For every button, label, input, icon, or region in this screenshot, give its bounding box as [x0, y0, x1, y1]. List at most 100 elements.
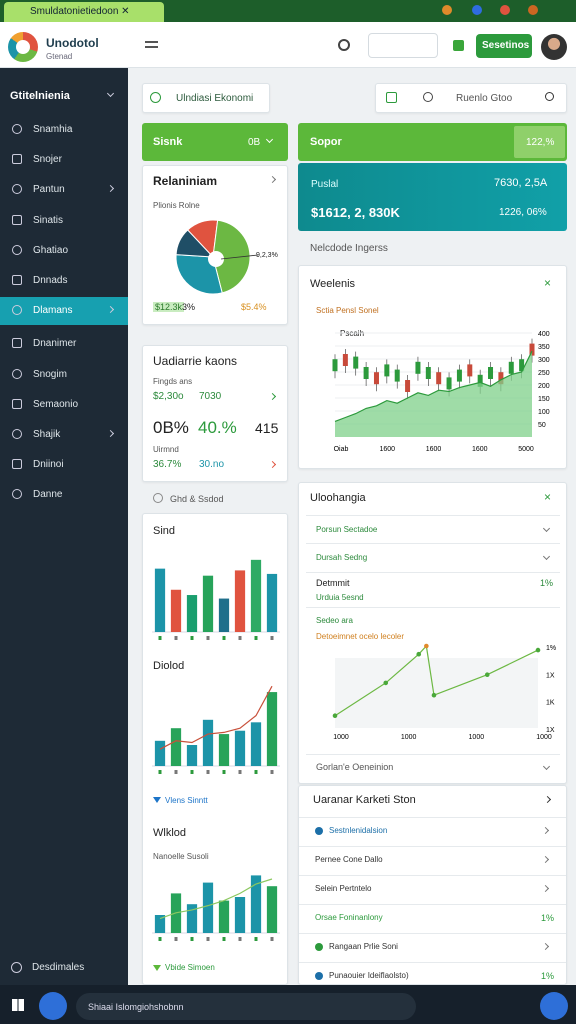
candle [529, 343, 535, 356]
nav-icon [12, 154, 22, 165]
y-tick-label: 1X [546, 727, 555, 734]
close-icon[interactable]: × [544, 490, 552, 504]
section-label: Nelcdode Ingerss [310, 243, 388, 254]
nav-item[interactable]: Dlamans [33, 305, 73, 317]
nav-item[interactable]: Snogim [33, 368, 67, 380]
bar [202, 575, 214, 632]
ext-icon[interactable] [472, 5, 482, 15]
header-chip[interactable] [514, 126, 565, 158]
tick-stub [190, 937, 194, 941]
line-card [298, 482, 567, 784]
stats-value: 30.no [199, 459, 225, 470]
collapse-icon[interactable] [106, 89, 115, 98]
primary-button[interactable] [476, 34, 532, 58]
row-chevron[interactable] [541, 826, 550, 835]
search-placeholder: Ruenlo Gtoo [456, 93, 513, 104]
legend-marker [153, 797, 161, 803]
menu-icon[interactable] [145, 41, 158, 43]
nav-icon [12, 368, 22, 379]
nav-icon [12, 275, 22, 285]
start-button[interactable] [12, 999, 24, 1011]
avatar[interactable] [541, 34, 567, 60]
divider [306, 543, 560, 544]
ext-icon[interactable] [528, 5, 538, 15]
refresh-icon[interactable] [338, 39, 350, 51]
nav-item[interactable]: Dniinoi [33, 459, 64, 471]
pie-hole [208, 251, 224, 267]
left-header [142, 123, 288, 161]
nav-item[interactable]: Semaonio [33, 398, 79, 410]
trend-line [159, 685, 273, 750]
nav-item[interactable]: Dnnads [33, 275, 68, 286]
tray-button[interactable] [540, 992, 568, 1020]
teal-card [298, 163, 567, 231]
line-row[interactable]: Porsun Sectadoe [316, 525, 378, 534]
taskbar-search[interactable] [76, 993, 416, 1020]
tool-group[interactable] [368, 33, 438, 58]
detail-sub: Urduia 5esnd [316, 593, 364, 602]
list-row[interactable]: Selein Pertntelo [315, 884, 372, 893]
chart-title: Diolod [153, 660, 185, 672]
filter-icon[interactable] [386, 92, 397, 103]
stats-value: $2,30o [153, 391, 184, 402]
list-row[interactable]: Sestnlenidalsion [329, 826, 388, 835]
line-row[interactable]: Dursah Sedng [316, 553, 368, 562]
point [332, 713, 338, 718]
chart-title: Sedeo ara [316, 616, 353, 625]
ext-icon[interactable] [500, 5, 510, 15]
bar [234, 897, 246, 933]
chart-subtitle: Nanoelle Susoli [153, 852, 209, 861]
bar [266, 886, 278, 933]
stats-big: 40.% [198, 418, 237, 437]
tick-stub [158, 636, 162, 640]
tick-stub [270, 937, 274, 941]
list-row[interactable]: Pernee Cone Dallo [315, 855, 383, 864]
row-chevron[interactable] [541, 855, 550, 864]
tick-stub [270, 770, 274, 774]
nav-item[interactable]: Ghatiao [33, 244, 69, 256]
search-icon[interactable] [545, 92, 554, 101]
status-icon[interactable] [453, 40, 464, 51]
row-chevron[interactable] [541, 884, 550, 893]
nav-item[interactable]: Pantun [33, 184, 65, 196]
bar [234, 730, 246, 766]
nav-item[interactable]: Shajik [33, 429, 61, 440]
y-tick-label: 1K [546, 700, 555, 707]
nav-icon [12, 305, 22, 316]
row-chevron[interactable] [541, 942, 550, 951]
sidebar-footer[interactable]: Desdimales [32, 962, 85, 973]
tab-chip[interactable] [142, 83, 270, 113]
list-row[interactable]: Punaouier Ideiflaolsto) [329, 971, 409, 980]
list-row[interactable]: Rangaan Prlie Soni [329, 942, 398, 951]
x-tick-label: 1600 [426, 446, 442, 453]
sync-icon[interactable] [423, 92, 433, 102]
sidebar-title: Gtitelnienia [10, 90, 70, 102]
y-tick-label: 50 [538, 422, 546, 429]
bar [186, 745, 198, 766]
nav-item[interactable]: Snamhia [33, 124, 73, 135]
nav-icon [12, 338, 22, 349]
nav-item[interactable]: Dnanimer [33, 338, 77, 350]
row-icon [315, 943, 323, 951]
assistant-button[interactable] [39, 992, 67, 1020]
nav-item[interactable]: Snojer [33, 154, 62, 166]
nav-item[interactable]: Sinatis [33, 214, 64, 226]
bar [218, 900, 230, 933]
stats-value: 7030 [199, 391, 222, 402]
stats-subtitle: Fingds ans [153, 377, 193, 386]
candle [498, 372, 504, 385]
y-tick-label: 350 [538, 344, 550, 351]
search-box[interactable] [375, 83, 567, 113]
pie-card-subtitle: Plionis Rolne [153, 201, 200, 210]
stats-value: 36.7% [153, 459, 182, 470]
bar [218, 598, 230, 632]
legend-label: Vlens Sinntt [165, 796, 208, 805]
ext-icon[interactable] [442, 5, 452, 15]
card-chevron[interactable] [543, 795, 552, 804]
close-icon[interactable]: × [544, 276, 552, 290]
browser-tab[interactable] [4, 2, 164, 22]
trend-line [159, 878, 273, 920]
list-row[interactable]: Orsae Foninanlony [315, 913, 383, 922]
line-footer[interactable]: Gorlan'e Oeneinion [316, 762, 394, 772]
nav-item[interactable]: Danne [33, 489, 63, 501]
